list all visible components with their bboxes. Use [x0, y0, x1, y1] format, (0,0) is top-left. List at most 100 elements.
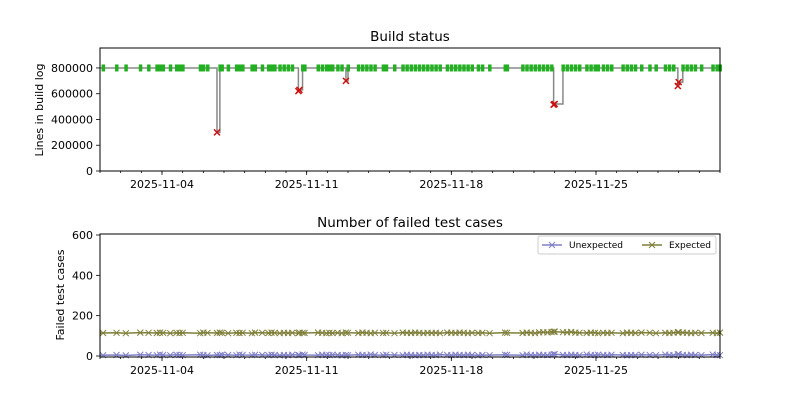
failed-build-marker [675, 78, 683, 86]
x-tick-label: 2025-11-18 [419, 364, 483, 377]
successful-build-marker [181, 64, 185, 72]
successful-build-marker [541, 64, 546, 72]
chart-title: Build status [370, 29, 450, 45]
y-tick-label: 600 [72, 229, 93, 242]
data-point-expected [204, 329, 211, 337]
successful-build-marker [699, 64, 704, 72]
successful-build-marker [711, 64, 715, 72]
data-point-expected [646, 329, 654, 337]
failed-build-marker [551, 100, 559, 108]
successful-build-marker [138, 64, 143, 72]
successful-build-marker [434, 64, 438, 72]
y-tick-label: 400000 [51, 113, 93, 126]
successful-build-marker [369, 64, 373, 72]
successful-build-marker [561, 64, 565, 72]
successful-build-marker [373, 64, 377, 72]
successful-build-marker [226, 64, 231, 72]
data-point-expected [145, 329, 152, 337]
successful-build-marker [462, 64, 466, 72]
data-point-expected [329, 329, 336, 337]
data-point-expected [224, 329, 232, 337]
successful-build-marker [327, 64, 332, 72]
successful-build-marker [238, 64, 242, 72]
successful-build-marker [178, 64, 182, 72]
data-point-expected [271, 329, 278, 337]
legend: Unexpected Expected [537, 235, 717, 255]
successful-build-marker [621, 64, 625, 72]
successful-build-marker [453, 64, 458, 72]
x-tick-label: 2025-11-11 [275, 178, 339, 191]
successful-build-marker [340, 64, 344, 72]
successful-build-marker [241, 64, 245, 72]
successful-build-marker [253, 64, 257, 72]
legend-expected-label: Expected [669, 241, 711, 251]
successful-build-marker [324, 64, 329, 72]
successful-build-marker [278, 64, 282, 72]
plot-frame [99, 47, 721, 172]
successful-build-marker [421, 64, 426, 72]
successful-build-marker [198, 64, 203, 72]
successful-build-marker [115, 64, 119, 72]
successful-build-marker [667, 64, 672, 72]
successful-build-marker [158, 64, 162, 72]
successful-build-marker [124, 64, 128, 72]
successful-build-marker [470, 64, 474, 72]
successful-build-marker [168, 64, 173, 72]
series-line-unexpected [100, 353, 721, 357]
successful-build-marker [589, 64, 593, 72]
successful-build-marker [336, 64, 340, 72]
successful-build-marker [161, 64, 166, 72]
data-point-expected [638, 329, 645, 336]
successful-build-marker [218, 64, 222, 72]
data-point-expected [501, 329, 509, 336]
x-tick-label: 2025-11-11 [275, 364, 339, 377]
successful-build-marker [147, 64, 151, 72]
successful-build-marker [466, 64, 470, 72]
chart-title: Number of failed test cases [317, 215, 503, 231]
data-point-expected [159, 329, 167, 337]
successful-build-marker [663, 64, 668, 72]
data-point-unexpected [551, 350, 559, 358]
successful-build-marker [360, 64, 365, 72]
successful-build-marker [381, 64, 386, 72]
successful-build-marker [488, 64, 492, 72]
plot-frame [99, 233, 721, 358]
failed-build-marker [213, 128, 221, 136]
successful-build-marker [346, 64, 350, 72]
successful-build-marker [409, 64, 414, 72]
successful-build-marker [715, 64, 719, 72]
successful-build-marker [438, 64, 442, 72]
data-point-expected [631, 329, 639, 337]
successful-build-marker [316, 64, 321, 72]
failed-build-marker [342, 77, 350, 85]
data-point-expected [258, 329, 266, 337]
data-point-expected [551, 328, 559, 335]
successful-build-marker [596, 64, 601, 72]
data-point-expected [608, 329, 615, 337]
successful-build-marker [320, 64, 325, 72]
successful-build-marker [331, 64, 335, 72]
data-point-unexpected [550, 351, 557, 358]
successful-build-marker [426, 64, 430, 72]
y-tick-label: 0 [86, 165, 93, 178]
successful-build-marker [689, 64, 694, 72]
data-point-expected [136, 329, 144, 336]
legend-expected-marker [648, 241, 656, 249]
y-tick-label: 600000 [51, 88, 93, 101]
data-point-expected [301, 329, 308, 337]
successful-build-marker [413, 64, 418, 72]
data-point-expected [113, 329, 120, 337]
series-line-expected [100, 330, 721, 334]
successful-build-marker [234, 64, 239, 72]
data-point-expected [391, 329, 398, 337]
successful-build-marker [533, 64, 538, 72]
legend-box [537, 235, 717, 255]
successful-build-marker [633, 64, 638, 72]
y-tick-label: 200000 [51, 139, 93, 152]
data-point-expected [576, 329, 583, 337]
successful-build-marker [648, 64, 652, 72]
x-tick-label: 2025-11-25 [564, 178, 628, 191]
data-point-expected [122, 329, 130, 337]
data-point-expected [342, 329, 350, 336]
data-point-expected [486, 329, 493, 337]
